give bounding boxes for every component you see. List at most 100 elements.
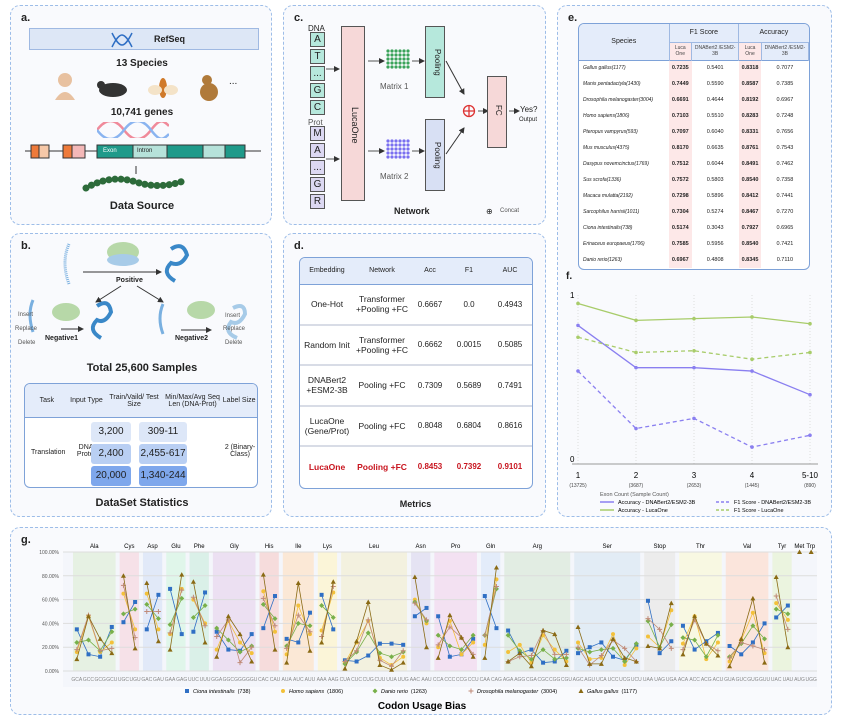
species-cell: Pteropus vampyrus(593) [583,129,638,135]
series-line [437,619,474,656]
data-point [482,655,488,660]
prot-token: M [310,126,325,141]
data-point [750,315,754,319]
data-point [249,651,254,656]
dna-strand-icon [97,122,169,138]
panel-b-dataset: b. Positive Insert Replace Delete Negati… [10,233,272,517]
data-point [668,622,674,628]
series-line [682,625,719,651]
data-point [412,614,417,619]
table-header: F1 [464,267,474,275]
gene-count: 10,741 genes [110,107,174,118]
species-cell: Sarcophilus harrisii(1011) [583,209,640,215]
data-point [552,631,558,637]
dna-helix-icon [111,32,133,48]
table-row: Erinaceus europaeus(1706) 0.7585 0.5956 0.8… [579,236,809,252]
series-line [682,635,719,658]
data-point [190,614,196,620]
legend-label: Gallus gallus [587,689,619,695]
series-line [76,615,113,660]
concat-icon [462,104,476,118]
table-header: Min/Max/Avg Seq Len (DNA-Prot) [165,393,220,408]
series-line [216,631,252,652]
score-cell: 0.6965 [776,225,794,231]
data-point [458,647,464,653]
refseq-banner: RefSeq [29,28,259,50]
concat-legend-icon: ⊕ [486,207,493,216]
codon-label: CAA [480,677,491,683]
codon-label: UGU [130,677,142,683]
table-cell: 0.8616 [497,421,523,431]
data-point [657,626,663,632]
matrix-cell [402,143,406,147]
data-point [133,627,138,632]
score-cell: 0.7385 [776,81,794,87]
codon-label: GCU [106,677,118,683]
data-point [74,639,80,645]
matrix-cell [390,155,394,159]
matrix-cell [394,61,398,65]
score-cell: 0.7077 [776,65,794,72]
matrix-cell [398,65,402,69]
score-cell: 0.7512 [669,156,692,172]
codon-label: GAU [153,677,164,683]
matrix-cell [406,49,410,53]
matrix-cell [398,61,402,65]
series-line [192,581,206,643]
data-point [179,632,184,637]
data-point [354,638,360,644]
series-line [123,575,136,649]
amino-acid-label: Gly [230,544,239,550]
data-point [214,633,220,639]
pooling-block-1: Pooling [425,26,445,98]
data-point [97,636,103,641]
data-point [377,641,382,646]
metrics-table: Embedding Network Acc F1 AUC One-Hot Transform… [299,257,533,489]
series-line [76,631,113,652]
amino-acid-band [725,552,769,671]
table-cell: Pooling +FC [358,380,406,391]
amino-acid-label: Thr [696,544,705,550]
data-point [120,611,126,617]
data-point [319,633,325,639]
codon-label: ACC [689,677,700,683]
data-point [237,660,243,666]
data-point [692,637,698,643]
codon-label: UAC [771,677,782,683]
intron-label: Intron [137,148,153,154]
data-point [541,660,546,665]
table-row: Manis pentadactyla(1430) 0.7449 0.5590 0.85… [579,76,809,92]
data-point [307,629,313,635]
table-cell: 0.5085 [497,340,523,350]
amino-acid-label: Phe [194,544,205,550]
score-cell: 0.4644 [706,97,724,103]
data-point [295,580,301,585]
x-tick-label: 1 [576,471,581,480]
data-point [563,651,569,657]
codon-label: CUA [340,677,351,683]
data-point [86,652,91,657]
codon-label: ACU [713,677,724,683]
species-cell: Dasypus novemcinctus(1769) [583,161,649,167]
score-cell: 0.8283 [738,108,762,124]
data-point [109,624,114,629]
data-point [692,647,697,652]
codon-label: GGG [234,677,246,683]
x-tick-label: 2 [634,471,639,480]
score-cell: 0.7572 [669,172,692,188]
data-point [680,641,685,646]
data-point [657,651,662,656]
data-point [447,643,453,649]
matrix-cell [402,147,406,151]
table-row: DNABert2 +ESM2-3B Pooling +FC 0.7309 0.5689… [300,365,532,406]
data-point [319,639,325,645]
size-chip: 20,000 [91,466,131,486]
data-point [739,652,744,657]
data-point [505,632,511,638]
amino-acid-band [504,552,571,671]
x-tick-count: (13725) [569,483,587,489]
codon-label: UCA [596,677,607,683]
data-point [493,584,499,590]
table-row: Ciona intestinalis(738) 0.5174 0.3043 0.792… [579,220,809,236]
